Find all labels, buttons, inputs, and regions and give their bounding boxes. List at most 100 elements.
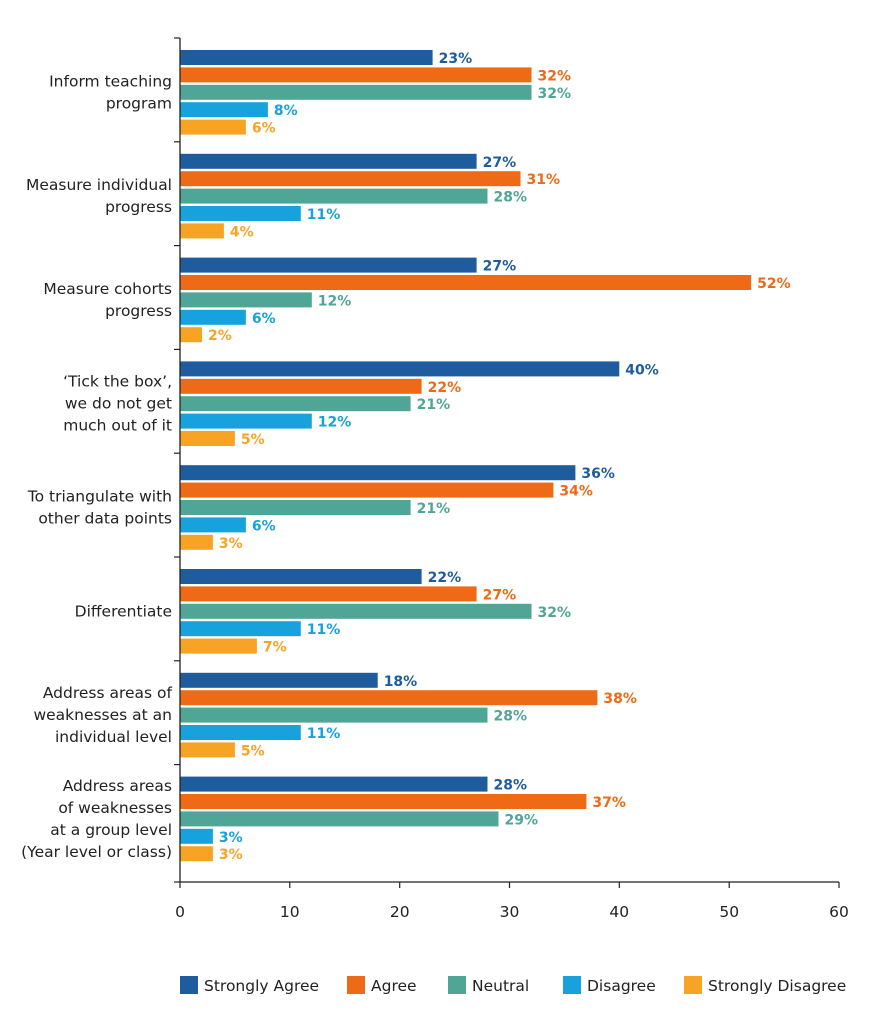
legend-label: Neutral (472, 977, 529, 995)
bar (180, 206, 301, 221)
category-label: ‘Tick the box’, we do not get much out of … (63, 373, 172, 435)
data-label: 8% (274, 103, 298, 119)
category-label: Measure individual progress (26, 176, 172, 216)
data-label: 12% (318, 415, 352, 431)
bar (180, 50, 433, 65)
bar (180, 828, 213, 844)
data-label: 5% (241, 743, 265, 759)
bar (180, 500, 411, 515)
bar (180, 534, 213, 550)
bar (180, 188, 488, 204)
data-label: 11% (307, 207, 341, 223)
bar (180, 67, 532, 83)
legend-label: Strongly Disagree (708, 977, 846, 995)
data-labels: 23% 32% 32% 8% 6% 27% 31% 28% 11% 4% 27% 52% 12% 6% 2%… (208, 51, 791, 863)
bar (180, 707, 488, 723)
bar (180, 153, 477, 169)
data-label: 21% (417, 397, 451, 413)
data-label: 12% (318, 293, 352, 309)
data-label: 22% (428, 380, 462, 396)
x-tick-label: 50 (719, 903, 739, 921)
bar (180, 396, 411, 412)
bar (180, 465, 576, 481)
bar (180, 361, 620, 377)
data-label: 28% (494, 778, 528, 794)
bar (180, 413, 312, 429)
data-label: 37% (592, 795, 626, 811)
data-label: 3% (219, 536, 243, 552)
bar (180, 223, 224, 239)
data-label: 29% (505, 812, 539, 828)
data-label: 4% (230, 224, 254, 240)
data-label: 40% (625, 362, 659, 378)
category-label: Inform teaching program (49, 72, 172, 112)
category-label: To triangulate with other data points (27, 488, 172, 528)
category-label: Address areas of weaknesses at a group lev… (21, 777, 172, 861)
data-label: 11% (307, 726, 341, 742)
bar (180, 621, 301, 637)
data-label: 6% (252, 518, 276, 534)
bar (180, 742, 235, 758)
data-label: 31% (527, 172, 561, 188)
data-label: 6% (252, 121, 276, 137)
bar (180, 378, 422, 394)
data-label: 22% (428, 570, 462, 586)
legend-swatch (448, 976, 466, 994)
bar (180, 569, 422, 584)
x-tick-label: 40 (609, 903, 629, 921)
bar (180, 794, 587, 809)
bar (180, 482, 554, 498)
bar (180, 776, 488, 792)
legend-swatch (563, 976, 581, 994)
bar (180, 327, 202, 343)
bar (180, 102, 268, 118)
bar (180, 672, 378, 688)
data-label: 5% (241, 432, 265, 448)
category-label: Address areas of weaknesses at an individu… (33, 684, 172, 746)
data-label: 32% (538, 68, 572, 84)
bar (180, 119, 246, 135)
data-label: 32% (538, 86, 572, 102)
data-label: 11% (307, 622, 341, 638)
data-label: 6% (252, 311, 276, 327)
data-label: 23% (439, 51, 473, 67)
data-label: 34% (559, 484, 593, 500)
bar (180, 84, 532, 100)
data-label: 36% (581, 466, 615, 482)
x-tick-label: 20 (390, 903, 410, 921)
axes: 0 10 20 30 40 50 60 (174, 37, 849, 921)
data-label: 32% (538, 605, 572, 621)
bar (180, 603, 532, 619)
bar (180, 586, 477, 602)
bars (180, 50, 752, 862)
bar (180, 257, 477, 273)
data-label: 3% (219, 847, 243, 863)
bar (180, 171, 521, 187)
bar (180, 275, 752, 290)
bar (180, 292, 312, 308)
data-label: 3% (219, 830, 243, 846)
bar (180, 431, 235, 446)
category-label: Measure cohorts progress (43, 280, 172, 320)
legend-swatch (684, 976, 702, 994)
legend-label: Strongly Agree (204, 977, 319, 995)
data-label: 18% (384, 674, 418, 690)
data-label: 27% (483, 587, 517, 603)
bar (180, 725, 301, 740)
bar (180, 517, 246, 533)
legend-swatch (347, 976, 365, 994)
legend-swatch (180, 976, 198, 994)
data-label: 27% (483, 259, 517, 275)
data-label: 7% (263, 640, 287, 656)
bar (180, 638, 257, 654)
legend-label: Agree (371, 977, 417, 995)
bar (180, 309, 246, 325)
x-tick-label: 0 (175, 903, 185, 921)
data-label: 28% (494, 709, 528, 725)
x-tick-label: 60 (829, 903, 849, 921)
category-labels: Inform teaching program Measure individual… (21, 72, 172, 861)
bar (180, 690, 598, 706)
x-tick-label: 10 (280, 903, 300, 921)
data-label: 28% (494, 190, 528, 206)
